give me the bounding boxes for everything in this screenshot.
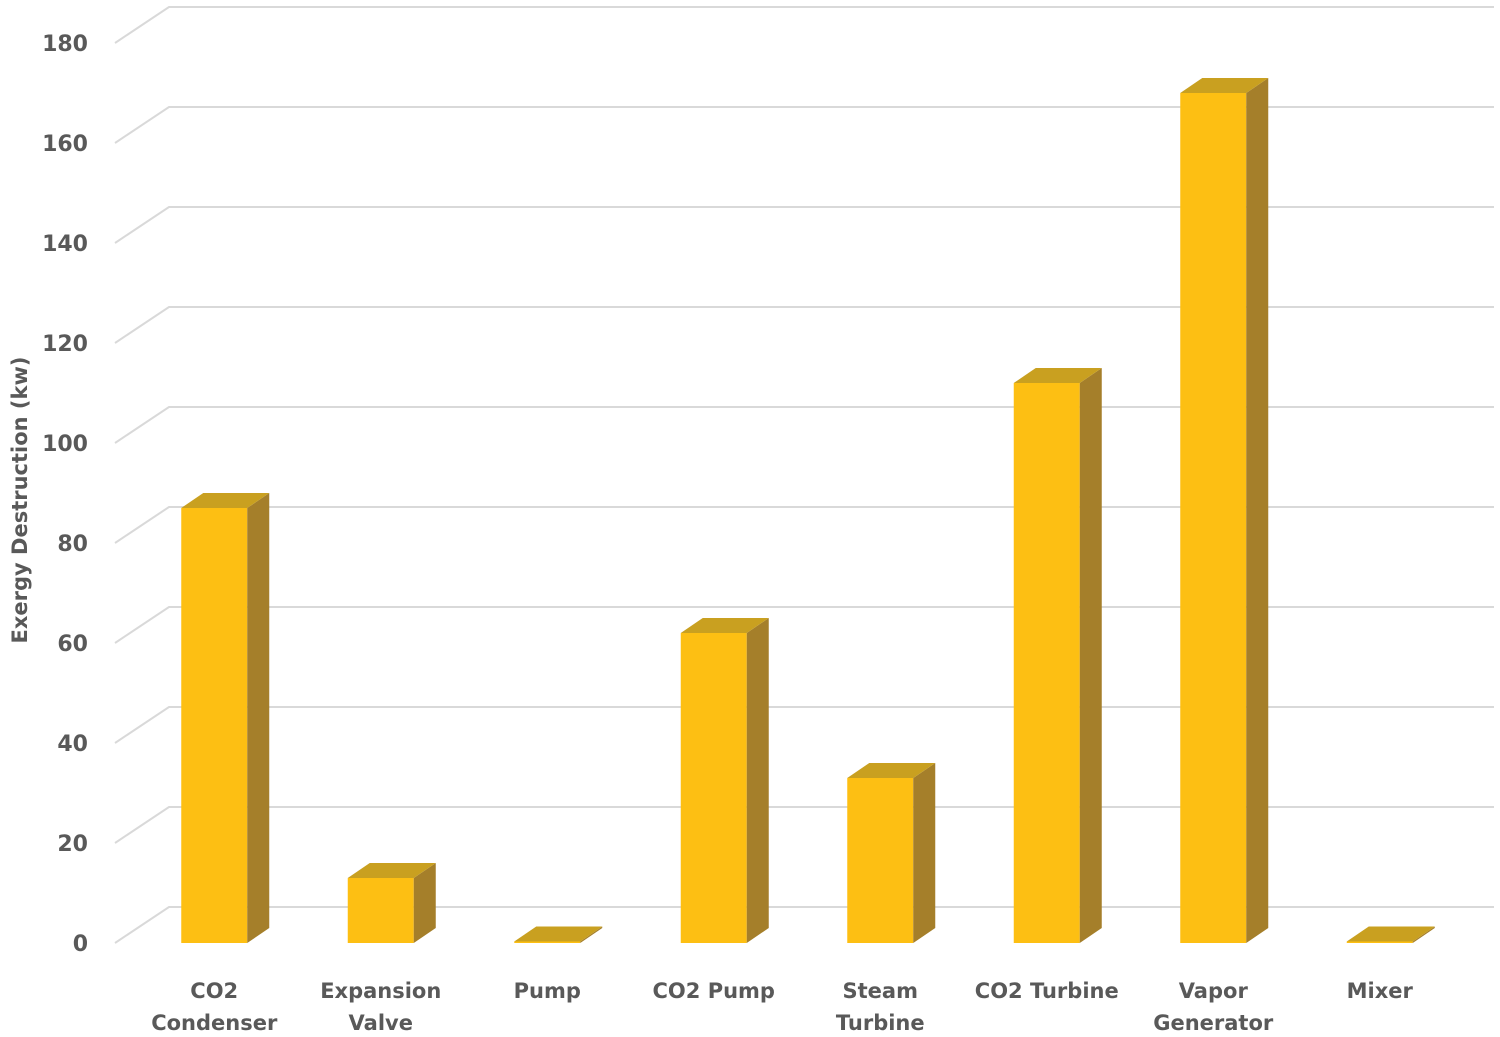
- bar: [1346, 926, 1435, 943]
- y-tick-label: 60: [57, 632, 88, 657]
- bar-front: [1013, 383, 1080, 943]
- bar-side: [1412, 926, 1435, 943]
- bar: [1180, 78, 1269, 943]
- bar-top: [181, 493, 270, 508]
- bar: [680, 618, 769, 943]
- x-category-label: Mixer: [1347, 979, 1414, 1003]
- y-tick-label: 160: [42, 132, 88, 157]
- bar: [1013, 368, 1102, 943]
- gridline: [114, 106, 1494, 144]
- gridlines: [114, 6, 1494, 944]
- x-category-label: Expansion: [320, 979, 441, 1003]
- y-tick-label: 0: [73, 932, 88, 957]
- bar-top: [1180, 78, 1269, 93]
- bar-side: [913, 763, 936, 943]
- gridline: [114, 906, 1494, 944]
- bar-front: [514, 941, 581, 943]
- bar-top: [847, 763, 936, 778]
- y-tick-label: 40: [57, 732, 88, 757]
- gridline: [114, 6, 1494, 44]
- bar-top: [514, 926, 603, 942]
- gridline: [114, 506, 1494, 544]
- x-category-label: Vapor: [1179, 979, 1249, 1003]
- x-category-label: Steam: [843, 979, 918, 1003]
- bar-side: [1246, 78, 1269, 943]
- y-tick-label: 180: [42, 32, 88, 57]
- bar-side: [1079, 368, 1102, 943]
- y-axis-title: Exergy Destruction (kw): [8, 357, 32, 644]
- bar-side: [413, 863, 436, 943]
- y-tick-label: 80: [57, 532, 88, 557]
- gridline: [114, 306, 1494, 344]
- gridline: [114, 606, 1494, 644]
- x-axis-labels: CO2 Condenser Expansion Valve Pump CO2 Pump St…: [151, 979, 1413, 1035]
- gridline: [114, 806, 1494, 844]
- bar-top: [680, 618, 769, 633]
- x-category-label: Pump: [514, 979, 581, 1003]
- bar-top: [1346, 926, 1435, 942]
- bar-top: [1013, 368, 1102, 383]
- bars: [181, 78, 1435, 943]
- x-category-label: CO2 Turbine: [975, 979, 1119, 1003]
- bar-front: [347, 878, 414, 943]
- x-category-label: Generator: [1153, 1011, 1274, 1035]
- bar-front: [680, 633, 747, 943]
- y-axis-ticks: 0 20 40 60 80 100 120 140 160 180: [42, 32, 88, 957]
- x-category-label: CO2: [190, 979, 238, 1003]
- bar-front: [1346, 941, 1413, 943]
- x-category-label: CO2 Pump: [653, 979, 775, 1003]
- gridline: [114, 206, 1494, 244]
- gridline: [114, 406, 1494, 444]
- y-tick-label: 20: [57, 832, 88, 857]
- bar-front: [847, 778, 914, 943]
- x-category-label: Valve: [349, 1011, 413, 1035]
- bar: [181, 493, 270, 943]
- bar: [347, 863, 436, 943]
- bar: [847, 763, 936, 943]
- x-category-label: Turbine: [836, 1011, 925, 1035]
- bar-side: [247, 493, 270, 943]
- bar-top: [347, 863, 436, 878]
- x-category-label: Condenser: [151, 1011, 278, 1035]
- bar-side: [746, 618, 769, 943]
- bar-side: [580, 926, 603, 943]
- bar: [514, 926, 603, 943]
- bar-front: [181, 508, 248, 943]
- gridline: [114, 706, 1494, 744]
- y-tick-label: 100: [42, 432, 88, 457]
- bar-front: [1180, 93, 1247, 943]
- y-tick-label: 120: [42, 332, 88, 357]
- y-tick-label: 140: [42, 232, 88, 257]
